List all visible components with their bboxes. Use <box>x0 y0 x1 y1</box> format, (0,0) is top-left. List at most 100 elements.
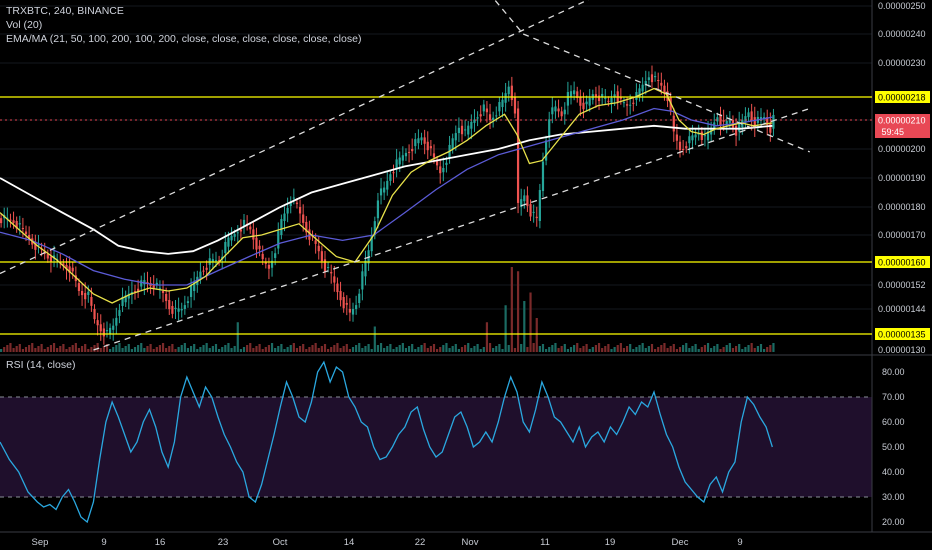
volume-bar <box>336 343 339 352</box>
volume-bar <box>246 345 249 352</box>
volume-bar <box>289 345 292 352</box>
volume-bar <box>579 348 582 352</box>
symbol-legend[interactable]: TRXBTC, 240, BINANCE Vol (20) EMA/MA (21… <box>6 4 361 46</box>
volume-bar <box>193 344 196 352</box>
volume-bar <box>24 347 28 352</box>
level-label-box <box>875 328 930 340</box>
volume-bar <box>143 348 146 352</box>
volume-bar <box>763 349 766 352</box>
volume-bar <box>432 344 436 352</box>
candle-body <box>227 237 230 247</box>
candle-body <box>327 267 330 269</box>
candle-body <box>694 134 697 138</box>
volume-bar <box>59 346 62 352</box>
candle-body <box>330 272 333 274</box>
rsi-line <box>0 360 773 524</box>
volume-bar <box>485 322 489 352</box>
volume-bar <box>109 349 112 352</box>
candle-body <box>270 260 274 268</box>
volume-bar <box>221 347 224 352</box>
candle-body <box>476 117 479 119</box>
candle-body <box>165 294 168 302</box>
candle-body <box>706 131 710 141</box>
candle-body <box>342 297 345 309</box>
volume-bar <box>189 346 193 352</box>
volume-bar <box>196 349 199 352</box>
candle-body <box>87 291 90 295</box>
volume-bar <box>348 349 351 352</box>
candle-body <box>68 266 71 273</box>
candle-body <box>697 133 700 135</box>
candle-body <box>675 134 678 141</box>
volume-bar <box>479 349 482 352</box>
candle-body <box>529 204 532 217</box>
candle-body <box>255 237 258 250</box>
volume-bar <box>65 349 68 352</box>
trend-line[interactable] <box>522 33 810 153</box>
trend-line[interactable] <box>0 0 623 275</box>
rsi-tick-label: 50.00 <box>882 442 905 452</box>
volume-bar <box>127 344 130 352</box>
rsi-tick-label: 70.00 <box>882 392 905 402</box>
volume-bar <box>43 349 46 352</box>
time-tick-label: 19 <box>605 537 616 548</box>
volume-bar <box>694 344 697 352</box>
candle-body <box>604 97 607 99</box>
volume-bar <box>426 348 429 352</box>
volume-bar <box>473 346 476 352</box>
volume-bar <box>383 348 386 352</box>
volume-bar <box>224 345 227 352</box>
candle-body <box>214 260 218 262</box>
volume-bar <box>186 348 190 352</box>
volume-bar <box>464 345 467 352</box>
volume-bar <box>177 347 180 352</box>
volume-bar <box>725 345 728 352</box>
volume-bar <box>697 349 700 352</box>
candle-body <box>563 109 566 115</box>
candle-body <box>473 119 476 123</box>
volume-bar <box>102 346 105 352</box>
volume-bar <box>105 344 109 352</box>
candle-body <box>454 133 457 141</box>
candle-body <box>320 251 323 262</box>
price-tick-label: 0.00000200 <box>878 144 926 154</box>
volume-bar <box>420 345 423 352</box>
candle-body <box>766 117 769 125</box>
volume-bar <box>367 344 370 352</box>
volume-bar <box>629 344 632 352</box>
volume-bar <box>386 346 389 352</box>
candle-body <box>286 208 289 214</box>
candle-body <box>429 146 432 149</box>
candle-body <box>376 200 380 219</box>
volume-bar <box>766 347 769 352</box>
volume-bar <box>280 344 283 352</box>
volume-bar <box>236 322 239 352</box>
candle-body <box>124 295 127 303</box>
candle-body <box>379 188 383 196</box>
candle-body <box>189 285 193 297</box>
volume-bar <box>277 346 280 352</box>
price-tick-label: 0.00000230 <box>878 58 926 68</box>
volume-bar <box>560 346 563 352</box>
volume-bar <box>442 345 445 352</box>
rsi-legend[interactable]: RSI (14, close) <box>6 359 76 371</box>
volume-bar <box>601 348 604 352</box>
candle-body <box>545 140 548 161</box>
rsi-tick-label: 30.00 <box>882 492 905 502</box>
candle-body <box>233 234 236 237</box>
trend-line[interactable] <box>93 107 810 351</box>
candle-body <box>507 86 510 95</box>
ema21-line <box>0 87 773 304</box>
volume-bar <box>439 347 442 352</box>
volume-bar <box>750 343 753 352</box>
candle-body <box>532 211 535 213</box>
candle-body <box>71 267 74 272</box>
volume-bar <box>545 349 548 352</box>
candle-body <box>582 102 585 110</box>
candle-body <box>336 283 339 293</box>
candle-body <box>171 306 174 314</box>
volume-bar <box>672 344 675 352</box>
volume-bar <box>722 347 725 352</box>
volume-bar <box>647 346 650 352</box>
